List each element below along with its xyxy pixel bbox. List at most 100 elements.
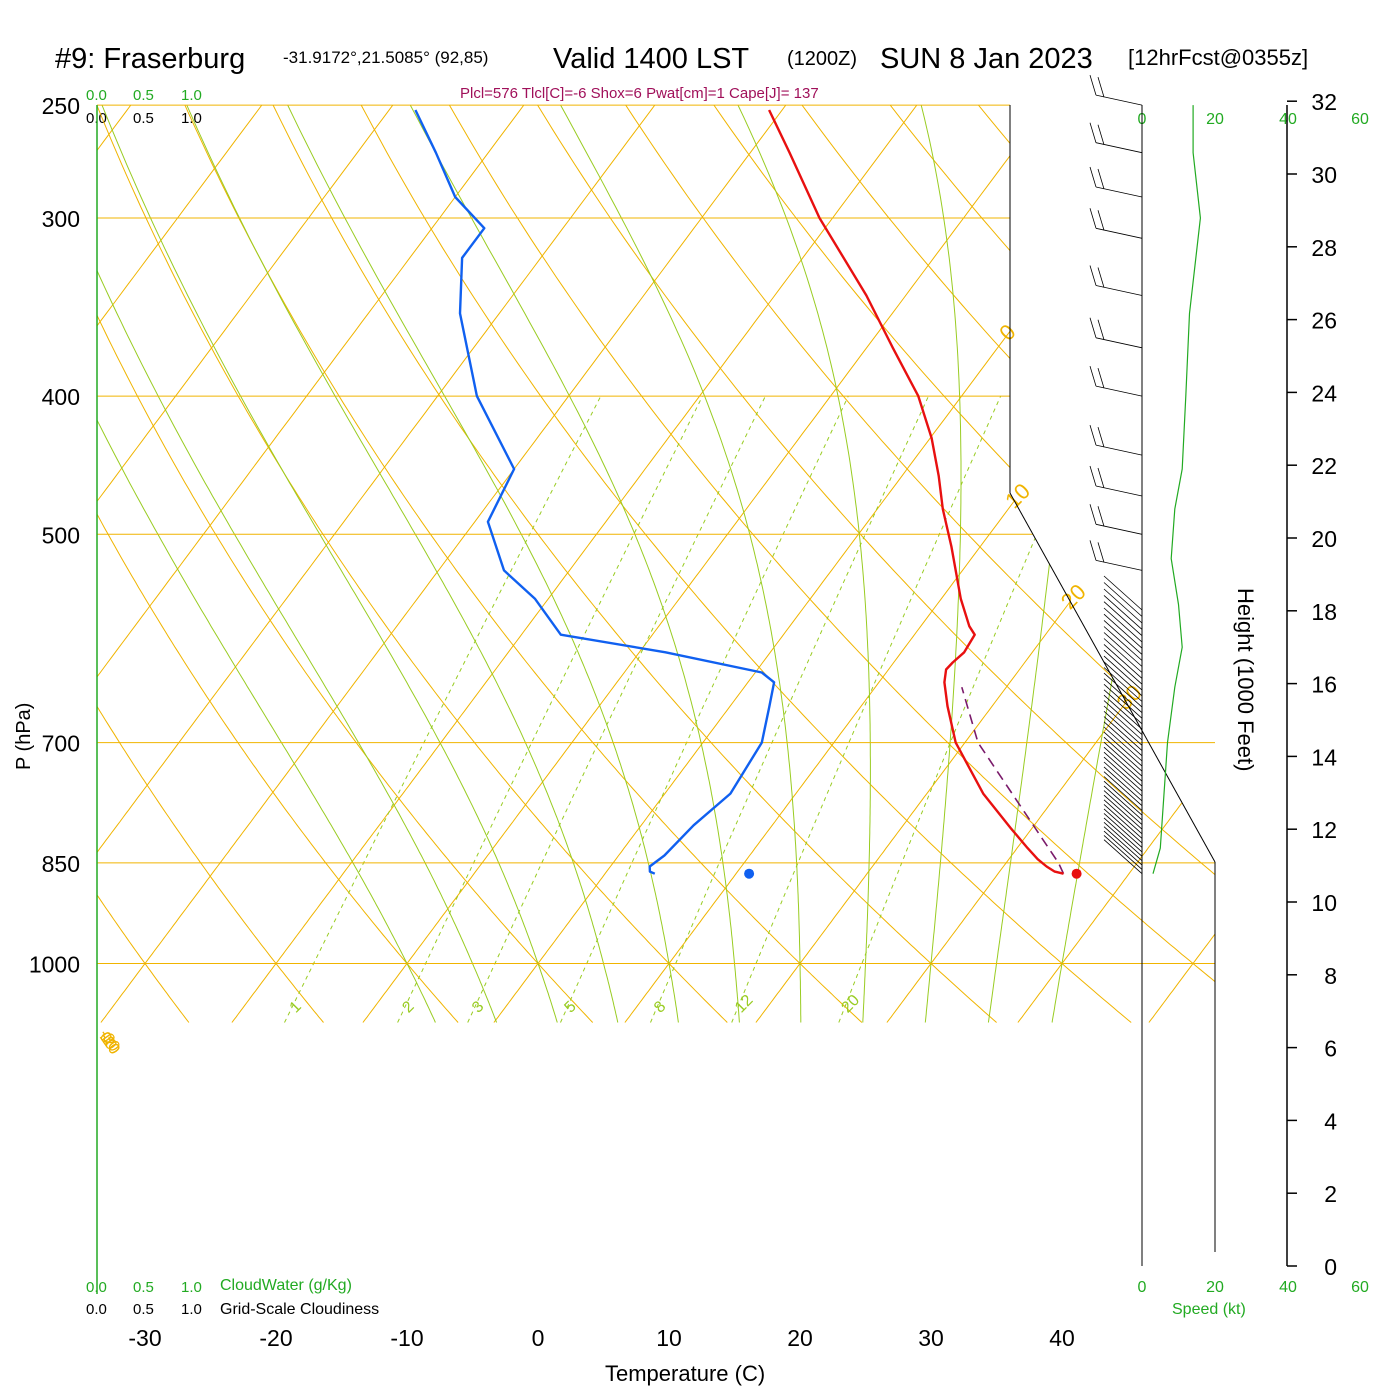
dry-adiabat-line xyxy=(173,105,863,1023)
height-tick-label: 0 xyxy=(1324,1254,1337,1280)
wind-barb xyxy=(1103,839,1143,874)
wind-barb xyxy=(1103,575,1143,611)
height-tick-label: 14 xyxy=(1311,744,1337,770)
header-date: SUN 8 Jan 2023 xyxy=(880,43,1093,75)
isotherm-line xyxy=(1148,105,1215,1023)
wind-barb xyxy=(1103,582,1143,617)
cloudiness-tick: 0.5 xyxy=(133,110,154,127)
cloudiness-tick: 0.5 xyxy=(133,1301,154,1318)
wind-barb xyxy=(1103,799,1143,835)
wind-barb xyxy=(1103,721,1143,757)
plot-slant-border xyxy=(1009,492,1216,863)
isotherm-label: 10 xyxy=(1000,478,1035,513)
wind-barb xyxy=(1103,684,1143,719)
wind-barb xyxy=(1103,620,1143,655)
wind-barb-flag xyxy=(1089,208,1097,229)
moist-adiabat-line xyxy=(97,105,498,1023)
thermo-grid xyxy=(0,80,1215,1023)
temperature-line xyxy=(768,109,1064,875)
sounding-profiles xyxy=(414,109,1082,879)
pressure-tick-label: 400 xyxy=(42,384,80,410)
speed-tick: 60 xyxy=(1351,111,1369,128)
wind-barb xyxy=(1103,751,1143,787)
height-tick-label: 4 xyxy=(1324,1108,1337,1134)
isotherm-line xyxy=(886,105,1215,1023)
wind-barb xyxy=(1103,601,1143,636)
wind-barb xyxy=(1103,711,1143,746)
wind-barb xyxy=(1103,661,1143,697)
height-tick-label: 22 xyxy=(1311,453,1337,479)
wind-barb xyxy=(1095,142,1143,154)
wind-barb-flag xyxy=(1097,124,1105,145)
speed-axis-label: Speed (kt) xyxy=(1172,1301,1246,1318)
cloudwater-tick: 0.0 xyxy=(86,87,107,104)
mixing-ratio-line xyxy=(650,395,929,1023)
wind-barb-flag xyxy=(1097,367,1105,389)
wind-barb xyxy=(1103,626,1143,661)
wind-barb xyxy=(1103,595,1143,630)
pressure-tick-label: 700 xyxy=(42,731,80,757)
wind-barb-flag xyxy=(1097,506,1105,527)
mixing-ratio-line xyxy=(560,395,849,1023)
wind-barb xyxy=(1095,285,1143,296)
height-tick-label: 10 xyxy=(1311,890,1337,916)
wind-barb-flag xyxy=(1089,424,1097,446)
surface-dewpoint-marker xyxy=(744,868,755,879)
isotherm-line xyxy=(624,105,1215,1023)
wind-barb xyxy=(1103,780,1143,816)
wind-barb xyxy=(1103,672,1143,708)
wind-barb xyxy=(1095,485,1143,497)
mixing-ratio-line xyxy=(284,395,602,1023)
height-tick-label: 8 xyxy=(1324,963,1337,989)
height-tick-label: 12 xyxy=(1311,817,1337,843)
header-station: #9: Fraserburg xyxy=(55,43,245,75)
isotherm-label: 0 xyxy=(994,319,1020,345)
wind-barb xyxy=(1103,588,1143,624)
header-valid: Valid 1400 LST xyxy=(553,43,749,75)
moist-adiabat-line xyxy=(97,105,436,1023)
mixing-ratio-line xyxy=(397,395,703,1023)
wind-barb xyxy=(1103,817,1143,853)
wind-barb-flag xyxy=(1097,426,1105,448)
wind-barb xyxy=(1103,766,1143,802)
wind-barb xyxy=(1103,761,1143,797)
dewpoint-line xyxy=(414,109,776,875)
isotherm-line xyxy=(0,80,19,1023)
pressure-tick-label: 300 xyxy=(42,206,80,232)
wind-barb xyxy=(1103,667,1143,702)
height-tick-label: 28 xyxy=(1311,235,1337,261)
dry-adiabat-line xyxy=(696,105,1215,1023)
wind-barb-flag xyxy=(1097,76,1105,98)
height-tick-label: 24 xyxy=(1311,380,1337,406)
height-tick-label: 16 xyxy=(1311,672,1337,698)
wind-barb xyxy=(1103,700,1143,735)
moist-adiabat-line xyxy=(987,105,1081,1023)
dry-adiabat-line xyxy=(1131,105,1215,1023)
moist-adiabat-line xyxy=(725,105,871,1023)
speed-tick: 40 xyxy=(1279,1279,1297,1296)
isotherm-line xyxy=(97,105,675,1023)
wind-barb xyxy=(1103,649,1143,685)
dry-adiabat-line xyxy=(347,105,1132,1023)
y-axis-label: P (hPa) xyxy=(13,703,35,770)
wind-barb xyxy=(1103,835,1143,870)
pressure-tick-label: 1000 xyxy=(29,952,80,978)
isotherm-line xyxy=(100,105,806,1023)
wind-barb xyxy=(1103,655,1143,691)
moist-adiabat-line xyxy=(546,105,802,1023)
cloudiness-scale-top: 0.0 0.5 1.0 xyxy=(86,110,202,127)
isotherm-line xyxy=(97,105,544,1023)
height-tick-label: 6 xyxy=(1324,1036,1337,1062)
wind-barb xyxy=(1103,613,1143,649)
moist-adiabat-line xyxy=(175,105,619,1023)
pressure-tick-label: 500 xyxy=(42,522,80,548)
cloudiness-tick: 0.0 xyxy=(86,1301,107,1318)
dry-adiabat-line xyxy=(521,105,1215,1023)
height-tick-label: 32 xyxy=(1311,89,1337,115)
cloudwater-scale-bottom: 0.0 0.5 1.0 CloudWater (g/Kg) xyxy=(86,1277,352,1296)
wind-barb-flag xyxy=(1097,210,1105,231)
wind-barb xyxy=(1103,826,1143,861)
wind-barb xyxy=(1103,736,1143,772)
x-axis-label: Temperature (C) xyxy=(605,1361,765,1386)
